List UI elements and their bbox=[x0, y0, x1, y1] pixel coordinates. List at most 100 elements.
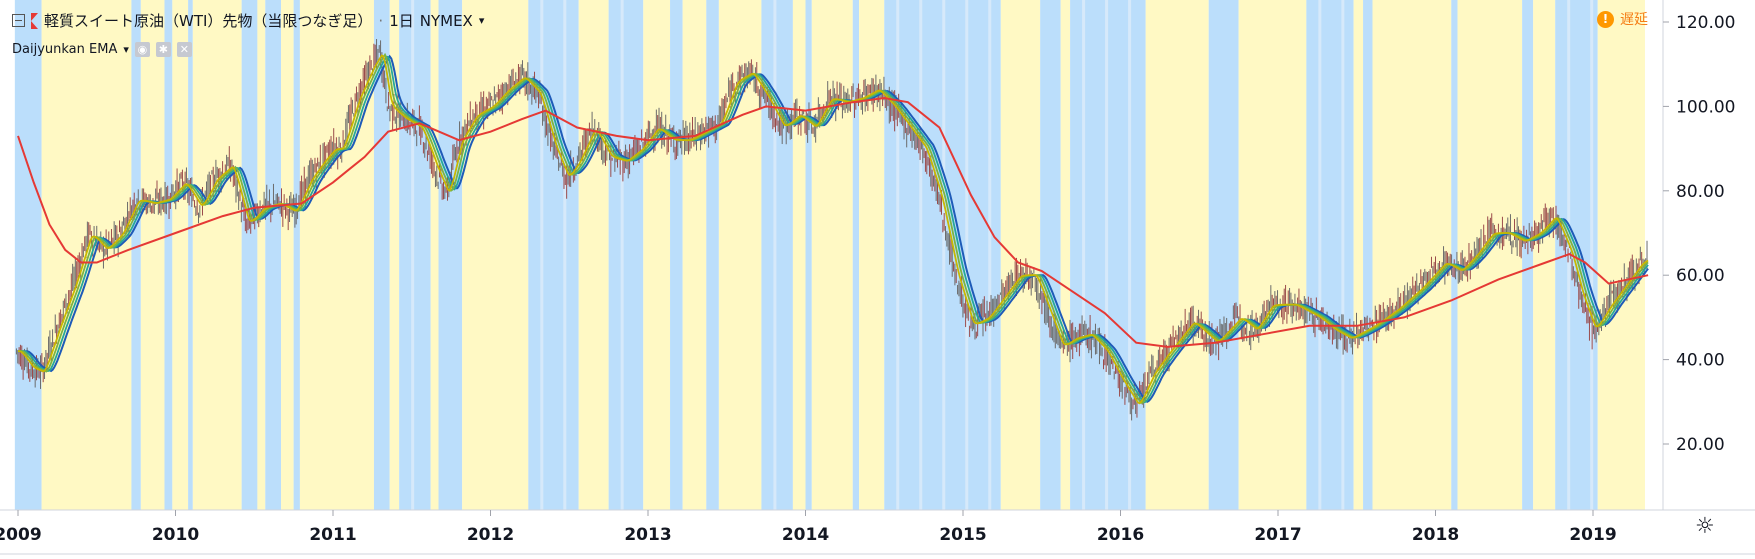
y-tick-label: 40.00 bbox=[1676, 351, 1725, 371]
delay-badge[interactable]: ! 遅延 bbox=[1597, 9, 1648, 29]
bearish-band bbox=[1040, 0, 1061, 510]
symbol-legend[interactable]: 軽質スイート原油（WTI）先物（当限つなぎ足） · 1日 NYMEX ▾ bbox=[12, 10, 484, 31]
bullish-band bbox=[1597, 0, 1645, 510]
collapse-icon[interactable] bbox=[12, 14, 25, 27]
bearish-band bbox=[1208, 0, 1239, 510]
bearish-band bbox=[399, 0, 431, 510]
time-axis-labels: 2009 2010 2011 2012 2013 2014 2015 2016 2017 2018… bbox=[0, 510, 1617, 545]
price-axis-panel[interactable] bbox=[1663, 0, 1755, 510]
bearish-band bbox=[528, 0, 579, 510]
bearish-band bbox=[1306, 0, 1354, 510]
band-stripe bbox=[919, 0, 923, 510]
band-stripe bbox=[620, 0, 624, 510]
bullish-band bbox=[1060, 0, 1071, 510]
regime-band-layer bbox=[14, 0, 1645, 510]
indicator-name: Daijyunkan EMA bbox=[12, 42, 118, 57]
interval-label: 1日 bbox=[389, 12, 414, 30]
bullish-band bbox=[140, 0, 165, 510]
exchange-label[interactable]: NYMEX bbox=[419, 11, 473, 30]
bearish-band bbox=[164, 0, 173, 510]
bullish-band bbox=[811, 0, 853, 510]
bearish-band bbox=[852, 0, 860, 510]
band-stripe bbox=[1082, 0, 1086, 510]
bullish-band bbox=[1353, 0, 1364, 510]
ema-green-line bbox=[18, 52, 1649, 404]
band-stripe bbox=[1128, 0, 1132, 510]
x-tick-label: 2009 bbox=[0, 525, 42, 545]
x-tick-label: 2010 bbox=[152, 525, 199, 545]
bearish-band bbox=[131, 0, 141, 510]
eye-icon[interactable]: ◉ bbox=[134, 42, 150, 57]
y-tick-label: 120.00 bbox=[1676, 13, 1735, 33]
x-tick-label: 2019 bbox=[1569, 525, 1616, 545]
y-tick-label: 100.00 bbox=[1676, 97, 1735, 117]
bullish-band bbox=[257, 0, 266, 510]
bullish-band bbox=[1000, 0, 1041, 510]
band-stripe bbox=[563, 0, 567, 510]
band-stripe bbox=[988, 0, 992, 510]
y-tick-label: 20.00 bbox=[1676, 435, 1725, 455]
gear-icon[interactable]: ✱ bbox=[155, 42, 171, 57]
chevron-down-icon[interactable]: ▾ bbox=[123, 43, 129, 56]
band-stripe bbox=[540, 0, 544, 510]
bearish-band bbox=[1363, 0, 1373, 510]
indicator-legend[interactable]: Daijyunkan EMA ▾ ◉ ✱ ✕ bbox=[12, 42, 192, 57]
x-tick-label: 2013 bbox=[624, 525, 671, 545]
bullish-band bbox=[389, 0, 400, 510]
bullish-band bbox=[859, 0, 885, 510]
bullish-band bbox=[643, 0, 671, 510]
close-icon[interactable]: ✕ bbox=[176, 42, 192, 57]
band-stripe bbox=[965, 0, 969, 510]
bearish-band bbox=[373, 0, 390, 510]
symbol-title: 軽質スイート原油（WTI）先物（当限つなぎ足） bbox=[44, 12, 373, 30]
band-stripe bbox=[411, 0, 415, 510]
bearish-band bbox=[14, 0, 42, 510]
x-tick-label: 2016 bbox=[1097, 525, 1144, 545]
time-axis-panel[interactable] bbox=[0, 510, 1663, 559]
bearish-band bbox=[1522, 0, 1534, 510]
x-tick-label: 2012 bbox=[467, 525, 514, 545]
ema-ribbon-layer bbox=[17, 52, 1649, 405]
band-stripe bbox=[896, 0, 900, 510]
bullish-band bbox=[682, 0, 707, 510]
bullish-band bbox=[1372, 0, 1452, 510]
delay-label: 遅延 bbox=[1620, 12, 1648, 28]
band-stripe bbox=[942, 0, 946, 510]
x-tick-label: 2011 bbox=[309, 525, 356, 545]
bearish-band bbox=[293, 0, 300, 510]
bearish-band bbox=[761, 0, 793, 510]
band-stripe bbox=[1341, 0, 1345, 510]
band-stripe bbox=[1318, 0, 1322, 510]
bullish-band bbox=[172, 0, 189, 510]
band-stripe bbox=[773, 0, 777, 510]
bullish-band bbox=[1145, 0, 1209, 510]
y-tick-label: 80.00 bbox=[1676, 182, 1725, 202]
bearish-band bbox=[188, 0, 193, 510]
bearish-band bbox=[241, 0, 258, 510]
bullish-band bbox=[281, 0, 294, 510]
band-stripe bbox=[1590, 0, 1594, 510]
bullish-band bbox=[430, 0, 439, 510]
chevron-down-icon[interactable]: ▾ bbox=[478, 14, 485, 27]
ema-yellow-line bbox=[18, 54, 1649, 405]
ema-long-line bbox=[17, 96, 1649, 348]
y-tick-label: 60.00 bbox=[1676, 266, 1725, 286]
red-flag-icon[interactable] bbox=[31, 12, 38, 29]
warning-icon: ! bbox=[1597, 10, 1614, 28]
bearish-band bbox=[706, 0, 719, 510]
bullish-band bbox=[192, 0, 242, 510]
bullish-band bbox=[1238, 0, 1307, 510]
x-tick-label: 2015 bbox=[939, 525, 986, 545]
bullish-band bbox=[1533, 0, 1556, 510]
band-stripe bbox=[1105, 0, 1109, 510]
price-axis-labels: 20.00 40.00 60.00 80.00 100.00 120.00 bbox=[1663, 13, 1735, 455]
bearish-band bbox=[265, 0, 282, 510]
bullish-band bbox=[792, 0, 806, 510]
x-tick-label: 2017 bbox=[1254, 525, 1301, 545]
bullish-band bbox=[1457, 0, 1523, 510]
sun-settings-icon[interactable]: ☼ bbox=[1695, 514, 1715, 539]
bearish-band bbox=[438, 0, 463, 510]
x-tick-label: 2018 bbox=[1412, 525, 1459, 545]
bearish-band bbox=[608, 0, 644, 510]
